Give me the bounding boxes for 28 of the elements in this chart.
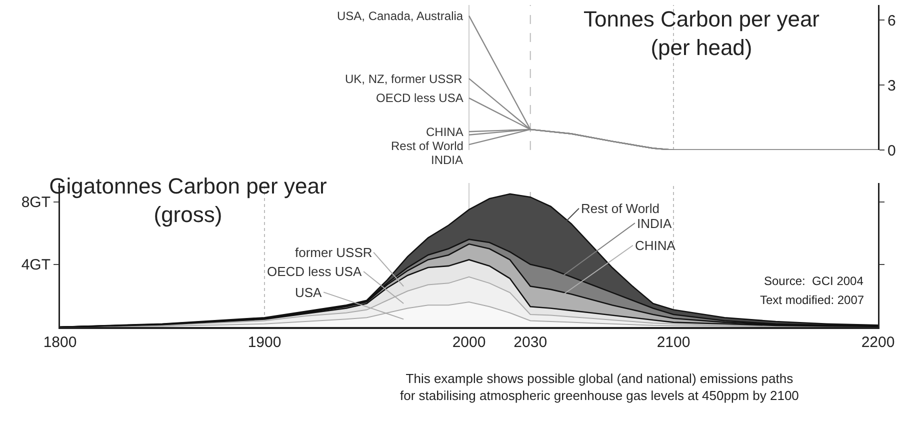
x-tick-label: 2030 [514, 334, 548, 351]
annotation: Text modified: 2007 [760, 293, 864, 307]
text: former USSR [295, 245, 372, 260]
chart-title: Gigatonnes Carbon per year (gross) [49, 173, 327, 227]
series-label: USA, Canada, Australia [337, 9, 464, 23]
x-tick-label: 1900 [248, 334, 282, 351]
series-label: UK, NZ, former USSR [345, 72, 463, 86]
series-label: INDIA [431, 153, 464, 167]
series-label: Rest of World [391, 139, 464, 153]
x-tick-label: 2000 [452, 334, 486, 351]
series-label: OECD less USA [376, 91, 464, 105]
y2-tick-label: 0 [888, 142, 896, 160]
text: OECD less USA [267, 264, 362, 279]
x-tick-label: 2100 [656, 334, 690, 351]
y-tick-label: 4GT [21, 256, 50, 274]
x-tick-label: 2200 [861, 334, 895, 351]
series-label: Rest of World [581, 201, 660, 216]
y2-tick-label: 3 [888, 77, 896, 94]
x-tick-label: 1800 [43, 334, 77, 351]
text: This example shows possible global (and national) emissions paths for stabilising atmospheric greenhouse gas levels at 450ppm by 2100 [400, 371, 799, 403]
series-label: USA [295, 285, 322, 300]
text: INDIA [637, 216, 672, 231]
text: CHINA [635, 238, 676, 253]
y-tick-label: 8GT [21, 194, 50, 212]
series-label: CHINA [426, 125, 464, 139]
y2-tick-label: 6 [888, 12, 896, 30]
annotation: Source: GCI 2004 [764, 274, 864, 288]
text: Tonnes Carbon per year (per head) [583, 6, 820, 60]
